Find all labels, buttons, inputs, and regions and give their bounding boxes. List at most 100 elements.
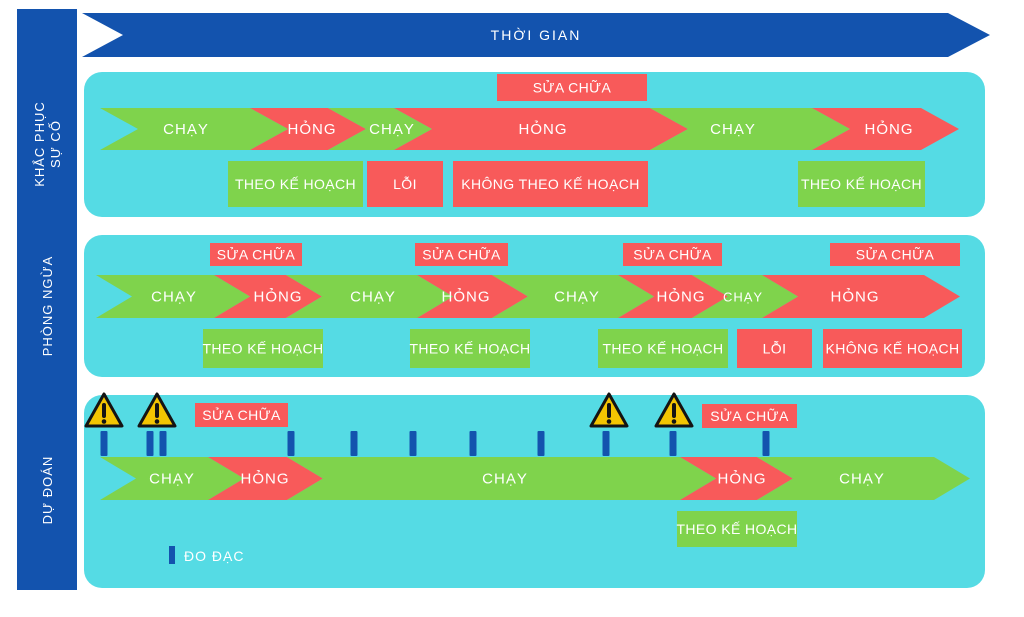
arrow-segment-hong: [812, 108, 959, 150]
label-box-planned: [598, 329, 728, 368]
label-text-repair: SỬA CHỮA: [633, 246, 712, 263]
label-box-planned: [677, 511, 797, 547]
warning-icon: [654, 392, 694, 428]
arrow-segment-chay: [650, 108, 850, 150]
timeline-arrow: [82, 13, 990, 57]
label-box-unplanned: [453, 161, 648, 207]
label-text-unplanned: KHÔNG KẾ HOẠCH: [826, 341, 960, 357]
label-text-planned: THEO KẾ HOẠCH: [676, 521, 797, 537]
arrow-label-hong: HỎNG: [831, 288, 880, 306]
measurement-tick: [669, 431, 677, 456]
label-box-error: [737, 329, 812, 368]
arrow-segment-chay: [757, 457, 970, 500]
arrow-label-hong: HỎNG: [241, 470, 290, 488]
arrow-segment-hong: [214, 275, 322, 318]
sidebar-label-khac-phuc-su-co: KHẮC PHỤCSỰ CỐ: [32, 101, 63, 187]
arrow-label-hong: HỎNG: [442, 288, 491, 306]
label-text-repair: SỬA CHỮA: [533, 79, 612, 96]
label-box-planned: [798, 161, 925, 207]
label-text-repair: SỬA CHỮA: [710, 407, 789, 424]
label-text-repair: SỬA CHỮA: [422, 246, 501, 263]
legend-label: ĐO ĐẠC: [184, 548, 244, 564]
arrow-label-chay: CHẠY: [369, 121, 415, 138]
arrow-label-chay: CHẠY: [723, 290, 763, 305]
sidebar-label-phong-ngua: PHÒNG NGỪA: [40, 256, 55, 357]
measurement-tick: [159, 431, 167, 456]
label-text-planned: THEO KẾ HOẠCH: [409, 341, 530, 357]
warning-exclamation-dot: [154, 419, 160, 424]
arrow-label-hong: HỎNG: [254, 288, 303, 306]
measurement-tick: [146, 431, 154, 456]
arrow-segment-hong: [208, 457, 323, 500]
label-text-repair: SỬA CHỮA: [856, 246, 935, 263]
arrow-label-chay: CHẠY: [350, 289, 396, 306]
label-text-planned: THEO KẾ HOẠCH: [235, 176, 356, 192]
arrow-label-hong: HỎNG: [718, 470, 767, 488]
arrow-label-chay: CHẠY: [839, 471, 885, 488]
measurement-tick: [409, 431, 417, 456]
arrow-label-chay: CHẠY: [163, 121, 209, 138]
arrow-segment-hong: [417, 275, 528, 318]
label-box-repair: [497, 74, 647, 101]
arrow-label-chay: CHẠY: [554, 289, 600, 306]
arrow-segment-chay: [100, 457, 244, 500]
measurement-tick: [602, 431, 610, 456]
arrow-segment-chay: [692, 275, 798, 318]
warning-icon: [589, 392, 629, 428]
measurement-tick: [100, 431, 108, 456]
arrow-segment-hong: [680, 457, 793, 500]
arrow-segment-hong: [762, 275, 960, 318]
arrow-label-chay: CHẠY: [710, 121, 756, 138]
label-box-planned: [410, 329, 530, 368]
arrow-label-chay: CHẠY: [149, 471, 195, 488]
warning-exclamation-dot: [671, 419, 677, 424]
arrow-segment-chay: [96, 275, 250, 318]
arrow-label-hong: HỎNG: [657, 288, 706, 306]
label-box-repair: [415, 243, 508, 266]
arrow-segment-hong: [394, 108, 688, 150]
arrow-segment-chay: [492, 275, 654, 318]
warning-exclamation-dot: [101, 419, 107, 424]
label-text-unplanned: KHÔNG THEO KẾ HOẠCH: [461, 176, 639, 192]
measurement-tick: [469, 431, 477, 456]
legend-measurement-tick: [169, 546, 175, 564]
label-text-planned: THEO KẾ HOẠCH: [202, 341, 323, 357]
measurement-tick: [287, 431, 295, 456]
arrow-label-chay: CHẠY: [482, 471, 528, 488]
label-text-planned: THEO KẾ HOẠCH: [801, 176, 922, 192]
label-box-repair: [623, 243, 722, 266]
arrow-label-hong: HỎNG: [288, 120, 337, 138]
arrow-segment-hong: [250, 108, 366, 150]
sidebar-label-du-doan: DỰ ĐOÁN: [40, 456, 55, 525]
warning-exclamation-dot: [606, 419, 612, 424]
label-text-repair: SỬA CHỮA: [217, 246, 296, 263]
arrow-label-hong: HỎNG: [865, 120, 914, 138]
measurement-tick: [762, 431, 770, 456]
label-box-error: [367, 161, 443, 207]
arrow-segment-chay: [286, 275, 453, 318]
measurement-tick: [350, 431, 358, 456]
arrow-label-hong: HỎNG: [519, 120, 568, 138]
label-box-planned: [228, 161, 363, 207]
label-box-unplanned: [823, 329, 962, 368]
arrow-segment-chay: [100, 108, 288, 150]
label-text-error: LỖI: [393, 175, 417, 192]
measurement-tick: [537, 431, 545, 456]
label-box-repair: [195, 403, 288, 427]
label-box-repair: [830, 243, 960, 266]
label-box-planned: [203, 329, 323, 368]
label-box-repair: [210, 243, 302, 266]
warning-icon: [84, 392, 124, 428]
label-text-error: LỖI: [763, 340, 787, 357]
label-text-planned: THEO KẾ HOẠCH: [602, 341, 723, 357]
label-text-repair: SỬA CHỮA: [202, 406, 281, 423]
arrow-label-chay: CHẠY: [151, 289, 197, 306]
sidebar: [17, 9, 77, 590]
arrow-segment-hong: [618, 275, 728, 318]
timeline-label: THỜI GIAN: [491, 27, 582, 43]
warning-icon: [137, 392, 177, 428]
arrow-segment-chay: [328, 108, 432, 150]
label-box-repair: [702, 404, 797, 428]
